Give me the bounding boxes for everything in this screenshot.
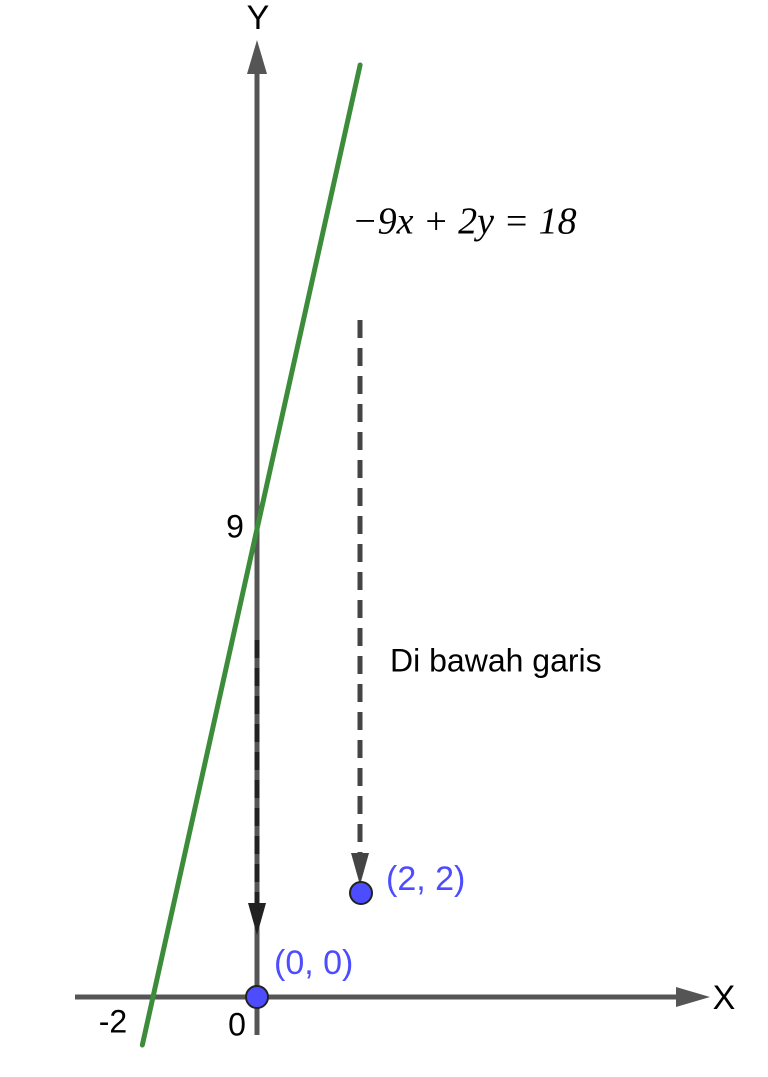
graph-line — [139, 62, 363, 1048]
annotation: Di bawah garis — [390, 642, 602, 678]
y-arrow — [247, 40, 267, 74]
arrow-head — [351, 853, 369, 885]
origin-label: 0 — [228, 1006, 246, 1042]
x-tick-label: -2 — [99, 1003, 127, 1039]
y-axis-label: Y — [247, 0, 270, 37]
arrow-head — [248, 903, 266, 935]
x-arrow — [676, 987, 710, 1007]
equation: −9x + 2y = 18 — [352, 201, 577, 243]
y-tick-label: 9 — [226, 508, 244, 544]
x-axis-label: X — [713, 979, 736, 1017]
point — [349, 881, 373, 905]
point-label: (0, 0) — [274, 944, 353, 982]
point-label: (2, 2) — [386, 860, 465, 898]
point — [245, 985, 269, 1009]
